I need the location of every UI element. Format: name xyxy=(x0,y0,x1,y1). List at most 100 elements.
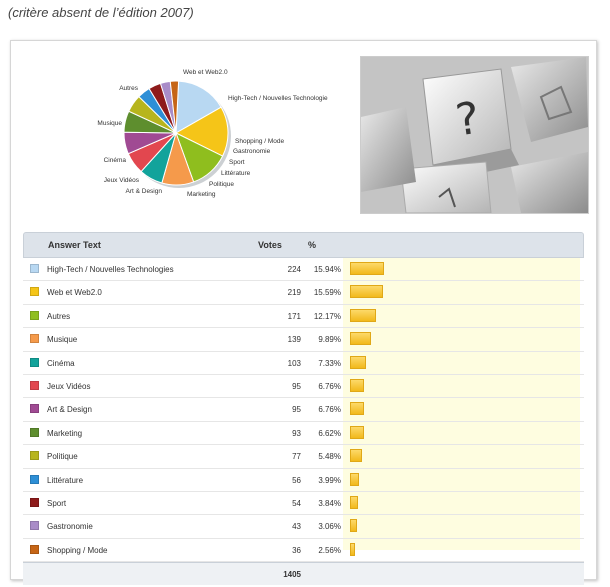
vote-count: 56 xyxy=(292,475,301,485)
caption: (critère absent de l’édition 2007) xyxy=(8,5,194,20)
vote-percentage: 5.48% xyxy=(318,452,341,462)
vote-count: 103 xyxy=(287,358,301,368)
pie-label-11: Sport xyxy=(229,159,245,166)
color-swatch xyxy=(30,544,39,554)
color-swatch xyxy=(30,474,39,484)
table-row: Marketing 93 6.62% xyxy=(23,422,584,446)
vote-percentage: 6.62% xyxy=(318,428,341,438)
color-swatch xyxy=(30,264,39,273)
vote-bar xyxy=(350,449,362,463)
pie-label-5: Cinéma xyxy=(104,157,127,164)
table-row: High-Tech / Nouvelles Technologies 224 15.… xyxy=(23,258,584,282)
vote-bar xyxy=(350,285,384,299)
vote-count: 95 xyxy=(292,405,301,415)
pie-slice-1 xyxy=(175,80,222,134)
vote-percentage: 15.94% xyxy=(313,265,341,274)
answer-label: Gastronomie xyxy=(47,522,93,532)
pie-label-12: Gastronomie xyxy=(233,148,271,155)
answer-label: Sport xyxy=(47,498,67,508)
vote-percentage: 3.99% xyxy=(318,475,341,485)
table-row: Gastronomie 43 3.06% xyxy=(23,515,584,539)
vote-bar xyxy=(350,519,357,533)
table-body: High-Tech / Nouvelles Technologies 224 15.… xyxy=(23,258,584,563)
color-swatch xyxy=(30,521,39,531)
answer-label: High-Tech / Nouvelles Technologies xyxy=(47,265,174,274)
vote-count: 95 xyxy=(292,381,301,391)
vote-bar xyxy=(350,472,359,486)
vote-percentage: 2.56% xyxy=(318,545,341,555)
table-footer: 1405 xyxy=(23,562,584,586)
table-row: Politique 77 5.48% xyxy=(23,445,584,469)
color-swatch xyxy=(30,357,39,367)
answer-label: Politique xyxy=(47,452,78,462)
pie-label-4: Musique xyxy=(97,120,122,127)
results-table: Answer Text Votes % High-Tech / Nouvelle… xyxy=(23,232,584,586)
answer-label: Shopping / Mode xyxy=(47,545,108,555)
vote-bar xyxy=(350,262,384,275)
pie-label-7: Art & Design xyxy=(126,188,163,195)
vote-percentage: 6.76% xyxy=(318,405,341,415)
vote-percentage: 12.17% xyxy=(313,311,341,321)
answer-label: Jeux Vidéos xyxy=(47,381,91,391)
color-swatch xyxy=(30,497,39,507)
vote-bar xyxy=(350,542,356,556)
pie-label-10: Littérature xyxy=(221,170,251,177)
vote-bar xyxy=(350,332,372,346)
pie-label-13: Shopping / Mode xyxy=(235,138,285,145)
table-row: Shopping / Mode 36 2.56% xyxy=(23,539,584,563)
answer-label: Musique xyxy=(47,335,78,345)
answer-label: Autres xyxy=(47,311,71,321)
pie-label-8: Marketing xyxy=(187,191,216,198)
pie-label-9: Politique xyxy=(209,181,234,188)
color-swatch xyxy=(30,451,39,461)
pie-slice-13 xyxy=(169,80,180,134)
answer-label: Art & Design xyxy=(47,405,92,415)
pie-chart: High-Tech / Nouvelles Technologie Web et … xyxy=(97,69,328,198)
header-pct: % xyxy=(308,240,317,250)
vote-count: 36 xyxy=(292,545,301,555)
vote-percentage: 7.33% xyxy=(318,358,341,368)
table-row: Jeux Vidéos 95 6.76% xyxy=(23,375,584,399)
table-row: Art & Design 95 6.76% xyxy=(23,398,584,422)
table-row: Sport 54 3.84% xyxy=(23,492,584,516)
answer-label: Cinéma xyxy=(47,358,75,368)
table-row: Autres 171 12.17% xyxy=(23,305,584,329)
vote-percentage: 3.84% xyxy=(318,498,341,508)
vote-bar xyxy=(350,425,365,439)
answer-label: Littérature xyxy=(47,475,84,485)
answer-label: Marketing xyxy=(47,428,83,438)
vote-bar xyxy=(350,495,359,509)
vote-bar xyxy=(350,308,376,322)
pie-label-1: High-Tech / Nouvelles Technologie xyxy=(228,95,328,102)
header-answer: Answer Text xyxy=(48,240,101,250)
vote-count: 219 xyxy=(287,288,301,298)
vote-count: 139 xyxy=(287,335,301,345)
color-swatch xyxy=(30,404,39,414)
answer-label: Web et Web2.0 xyxy=(47,288,102,298)
vote-bar xyxy=(350,402,365,416)
vote-bar xyxy=(350,355,366,369)
vote-count: 77 xyxy=(292,452,301,462)
color-swatch xyxy=(30,287,39,297)
color-swatch xyxy=(30,310,39,320)
total-votes: 1405 xyxy=(283,570,301,580)
pie-label-3: Autres xyxy=(119,85,139,92)
table-row: Musique 139 9.89% xyxy=(23,328,584,352)
vote-percentage: 9.89% xyxy=(318,335,341,345)
vote-count: 93 xyxy=(292,428,301,438)
vote-count: 54 xyxy=(292,498,301,508)
pie-label-2: Web et Web2.0 xyxy=(183,69,228,76)
table-header: Answer Text Votes % xyxy=(23,232,584,258)
vote-count: 43 xyxy=(292,522,301,532)
vote-count: 171 xyxy=(287,311,301,321)
vote-percentage: 3.06% xyxy=(318,522,341,532)
color-swatch xyxy=(30,380,39,390)
color-swatch xyxy=(30,334,39,344)
table-row: Littérature 56 3.99% xyxy=(23,469,584,492)
question-mark-keyboard-image: ? xyxy=(360,56,589,214)
table-row: Cinéma 103 7.33% xyxy=(23,352,584,375)
vote-bar xyxy=(350,378,365,392)
color-swatch xyxy=(30,427,39,437)
vote-percentage: 15.59% xyxy=(313,288,341,298)
bar-column-background xyxy=(343,258,580,550)
